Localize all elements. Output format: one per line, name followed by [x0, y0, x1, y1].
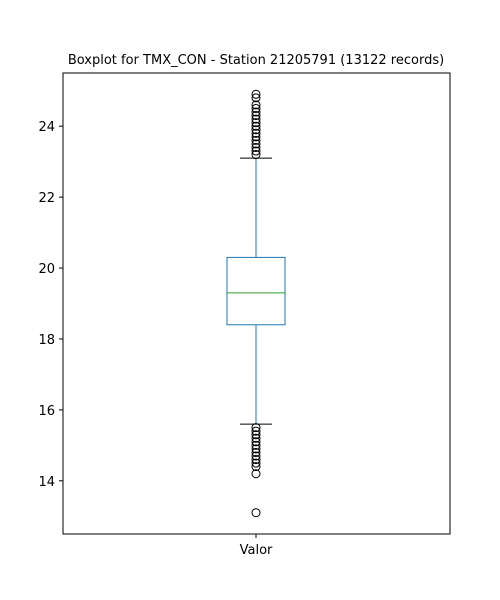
outlier-point: [251, 142, 261, 152]
y-tick-label: 20: [38, 262, 55, 277]
outlier-point: [251, 146, 261, 156]
outlier-point: [251, 103, 261, 113]
outlier-point: [251, 107, 261, 117]
y-tick-label: 14: [38, 475, 55, 490]
outlier-point: [251, 125, 261, 135]
outlier-point: [251, 111, 261, 121]
outlier-point: [251, 132, 261, 142]
plot-frame: [62, 72, 451, 535]
chart-title: Boxplot for TMX_CON - Station 21205791 (…: [68, 53, 444, 68]
outlier-point: [251, 93, 261, 103]
y-tick-label: 18: [38, 333, 55, 348]
outlier-point: [251, 433, 261, 443]
outlier-point: [251, 455, 261, 465]
outlier-point: [251, 423, 261, 433]
outlier-point: [251, 114, 261, 124]
outlier-point: [251, 139, 261, 149]
outlier-point: [251, 118, 261, 128]
x-tick-label: Valor: [240, 543, 273, 558]
outlier-point: [251, 89, 261, 99]
outlier-point: [251, 437, 261, 447]
x-axis: Valor: [240, 534, 273, 558]
outlier-point: [251, 451, 261, 461]
y-tick-label: 22: [38, 191, 55, 206]
outlier-point: [251, 121, 261, 131]
outlier-point: [251, 447, 261, 457]
box-series: [226, 89, 286, 518]
outlier-point: [251, 508, 261, 518]
y-axis: 14 16 18 20 22 24: [38, 120, 63, 490]
outlier-point: [251, 444, 261, 454]
outlier-point: [251, 462, 261, 472]
outlier-point: [251, 150, 261, 160]
y-tick-label: 24: [38, 120, 55, 135]
outlier-point: [251, 100, 261, 110]
outlier-point: [251, 128, 261, 138]
box-iqr: [226, 256, 286, 326]
y-tick-label: 16: [38, 404, 55, 419]
outlier-point: [251, 458, 261, 468]
outlier-point: [251, 440, 261, 450]
outlier-point: [251, 135, 261, 145]
outlier-point: [251, 426, 261, 436]
outlier-point: [251, 430, 261, 440]
outlier-point: [251, 469, 261, 479]
